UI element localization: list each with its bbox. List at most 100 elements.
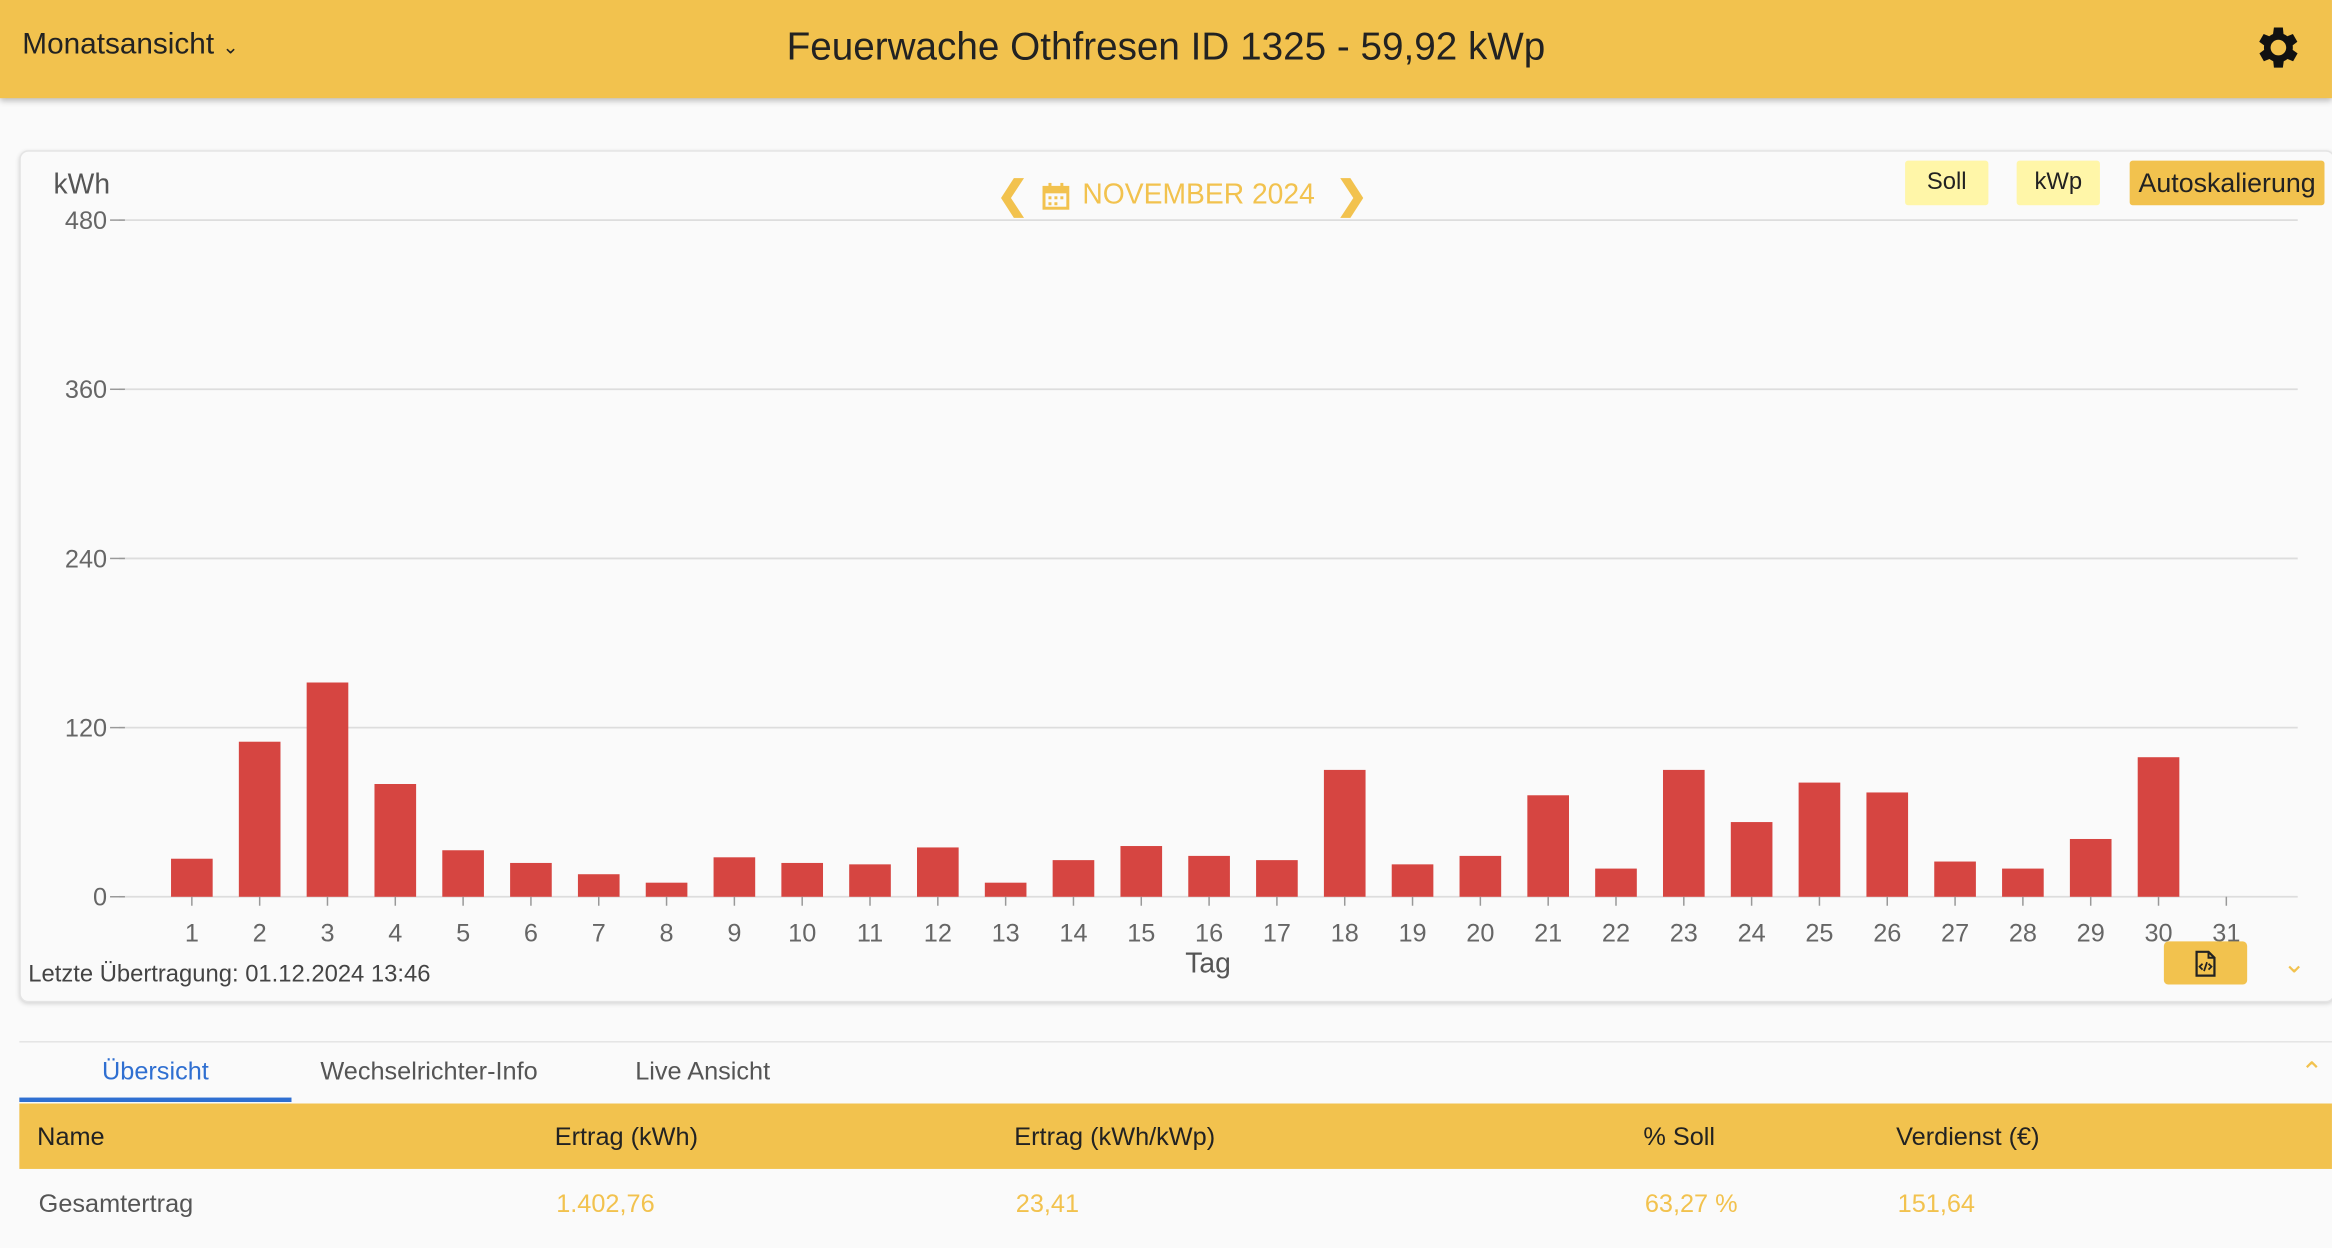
- x-tick-label: 6: [524, 919, 538, 947]
- bar-day-9: [713, 857, 756, 897]
- bar-day-22: [1595, 868, 1637, 897]
- bar-day-17: [1256, 860, 1298, 897]
- bar-day-5: [442, 850, 484, 897]
- y-tick-label: 240: [65, 545, 107, 573]
- last-transfer: Letzte Übertragung: 01.12.2024 13:46: [28, 962, 431, 988]
- tab-overview[interactable]: Übersicht: [19, 1043, 292, 1103]
- bar-day-2: [238, 741, 281, 897]
- calendar-icon[interactable]: [1041, 181, 1071, 211]
- bar-day-23: [1662, 769, 1705, 897]
- bar-day-19: [1391, 864, 1434, 897]
- x-tick-label: 20: [1466, 919, 1494, 947]
- x-tick-label: 21: [1534, 919, 1562, 947]
- x-tick-label: 22: [1602, 919, 1630, 947]
- table-row: Gesamtertrag 1.402,76 23,41 63,27 % 151,…: [19, 1170, 2332, 1235]
- chevron-left-icon[interactable]: ❮: [996, 172, 1029, 218]
- row-yield-kwh-kwp: 23,41: [1015, 1189, 1080, 1219]
- chevron-down-icon: ⌄: [222, 35, 239, 59]
- page-title: Feuerwache Othfresen ID 1325 - 59,92 kWp: [786, 23, 1546, 69]
- code-file-icon: [2195, 949, 2216, 976]
- bar-day-4: [374, 784, 417, 897]
- bar-day-7: [577, 874, 620, 897]
- bar-day-21: [1527, 795, 1569, 897]
- x-tick-label: 9: [727, 919, 741, 947]
- bar-day-14: [1052, 860, 1095, 897]
- x-tick-label: 19: [1398, 919, 1426, 947]
- x-tick-label: 5: [456, 919, 470, 947]
- bar-day-11: [849, 864, 891, 897]
- row-name: Gesamtertrag: [38, 1189, 194, 1219]
- tab-bar: Übersicht Wechselrichter-Info Live Ansic…: [19, 1043, 838, 1103]
- x-tick-label: 2: [253, 919, 267, 947]
- table-header: Name Ertrag (kWh) Ertrag (kWh/kWp) % Sol…: [19, 1103, 2332, 1169]
- x-tick-label: 27: [1941, 919, 1969, 947]
- x-axis-label: Tag: [1185, 948, 1231, 981]
- bar-day-12: [917, 847, 959, 897]
- view-select[interactable]: Monatsansicht ⌄: [22, 28, 238, 62]
- gear-icon[interactable]: [2252, 21, 2306, 75]
- header-yield-kwh: Ertrag (kWh): [554, 1122, 699, 1152]
- soll-button[interactable]: Soll: [1905, 160, 1989, 206]
- x-tick-label: 24: [1738, 919, 1766, 947]
- top-bar: Monatsansicht ⌄ Feuerwache Othfresen ID …: [0, 0, 2332, 99]
- y-tick-label: 0: [93, 884, 107, 912]
- x-tick-label: 11: [857, 919, 883, 947]
- bar-day-29: [2069, 838, 2112, 897]
- bar-day-13: [984, 882, 1027, 897]
- row-yield-kwh: 1.402,76: [556, 1189, 655, 1219]
- x-tick-label: 12: [924, 919, 952, 947]
- x-tick-label: 23: [1670, 919, 1698, 947]
- row-earnings: 151,64: [1897, 1189, 1976, 1219]
- x-tick-label: 13: [992, 919, 1020, 947]
- x-tick-label: 26: [1873, 919, 1901, 947]
- x-tick-label: 25: [1805, 919, 1833, 947]
- bar-day-24: [1730, 822, 1773, 897]
- kwp-button[interactable]: kWp: [2016, 160, 2100, 206]
- x-tick-label: 7: [592, 919, 606, 947]
- header-earnings: Verdienst (€): [1896, 1122, 2040, 1152]
- bar-day-6: [510, 862, 552, 897]
- x-tick-label: 15: [1127, 919, 1155, 947]
- y-tick-label: 360: [65, 376, 107, 404]
- bar-day-1: [171, 858, 213, 897]
- row-percent-target: 63,27 %: [1644, 1189, 1738, 1219]
- view-select-label: Monatsansicht: [22, 28, 215, 61]
- tab-live-view[interactable]: Live Ansicht: [635, 1057, 771, 1086]
- bar-day-26: [1866, 792, 1909, 897]
- bar-day-16: [1188, 855, 1230, 897]
- header-name: Name: [37, 1122, 105, 1152]
- period-label[interactable]: NOVEMBER 2024: [1082, 179, 1315, 211]
- tab-inverter-info[interactable]: Wechselrichter-Info: [320, 1057, 538, 1086]
- x-tick-label: 14: [1059, 919, 1087, 947]
- x-tick-label: 3: [320, 919, 334, 947]
- x-tick-label: 18: [1331, 919, 1359, 947]
- header-percent-target: % Soll: [1643, 1122, 1716, 1152]
- y-tick-label: 480: [65, 207, 107, 235]
- bar-day-10: [781, 862, 824, 897]
- x-tick-label: 17: [1263, 919, 1291, 947]
- x-tick-label: 16: [1195, 919, 1223, 947]
- bar-day-27: [1934, 861, 1976, 897]
- chevron-up-icon[interactable]: ⌃: [2300, 1057, 2324, 1088]
- export-button[interactable]: [2163, 941, 2248, 985]
- period-navigation: ❮ NOVEMBER 2024 ❯: [996, 173, 1368, 219]
- bar-day-28: [2002, 868, 2044, 897]
- autoscale-button[interactable]: Autoskalierung: [2129, 160, 2325, 206]
- x-tick-label: 29: [2077, 919, 2105, 947]
- x-tick-label: 28: [2009, 919, 2037, 947]
- bar-day-8: [645, 882, 688, 897]
- bar-day-25: [1798, 782, 1841, 897]
- header-yield-kwh-kwp: Ertrag (kWh/kWp): [1014, 1122, 1216, 1152]
- bar-day-15: [1120, 846, 1163, 897]
- bar-day-3: [306, 682, 349, 897]
- y-tick-label: 120: [65, 715, 107, 743]
- bar-day-18: [1323, 769, 1366, 897]
- x-tick-label: 1: [185, 919, 199, 947]
- chevron-down-icon[interactable]: ⌄: [2282, 948, 2306, 979]
- chevron-right-icon[interactable]: ❯: [1335, 172, 1369, 218]
- x-tick-label: 4: [388, 919, 402, 947]
- x-tick-label: 8: [660, 919, 674, 947]
- summary-panel: Übersicht Wechselrichter-Info Live Ansic…: [19, 1041, 2332, 1248]
- y-axis-label: kWh: [53, 169, 111, 201]
